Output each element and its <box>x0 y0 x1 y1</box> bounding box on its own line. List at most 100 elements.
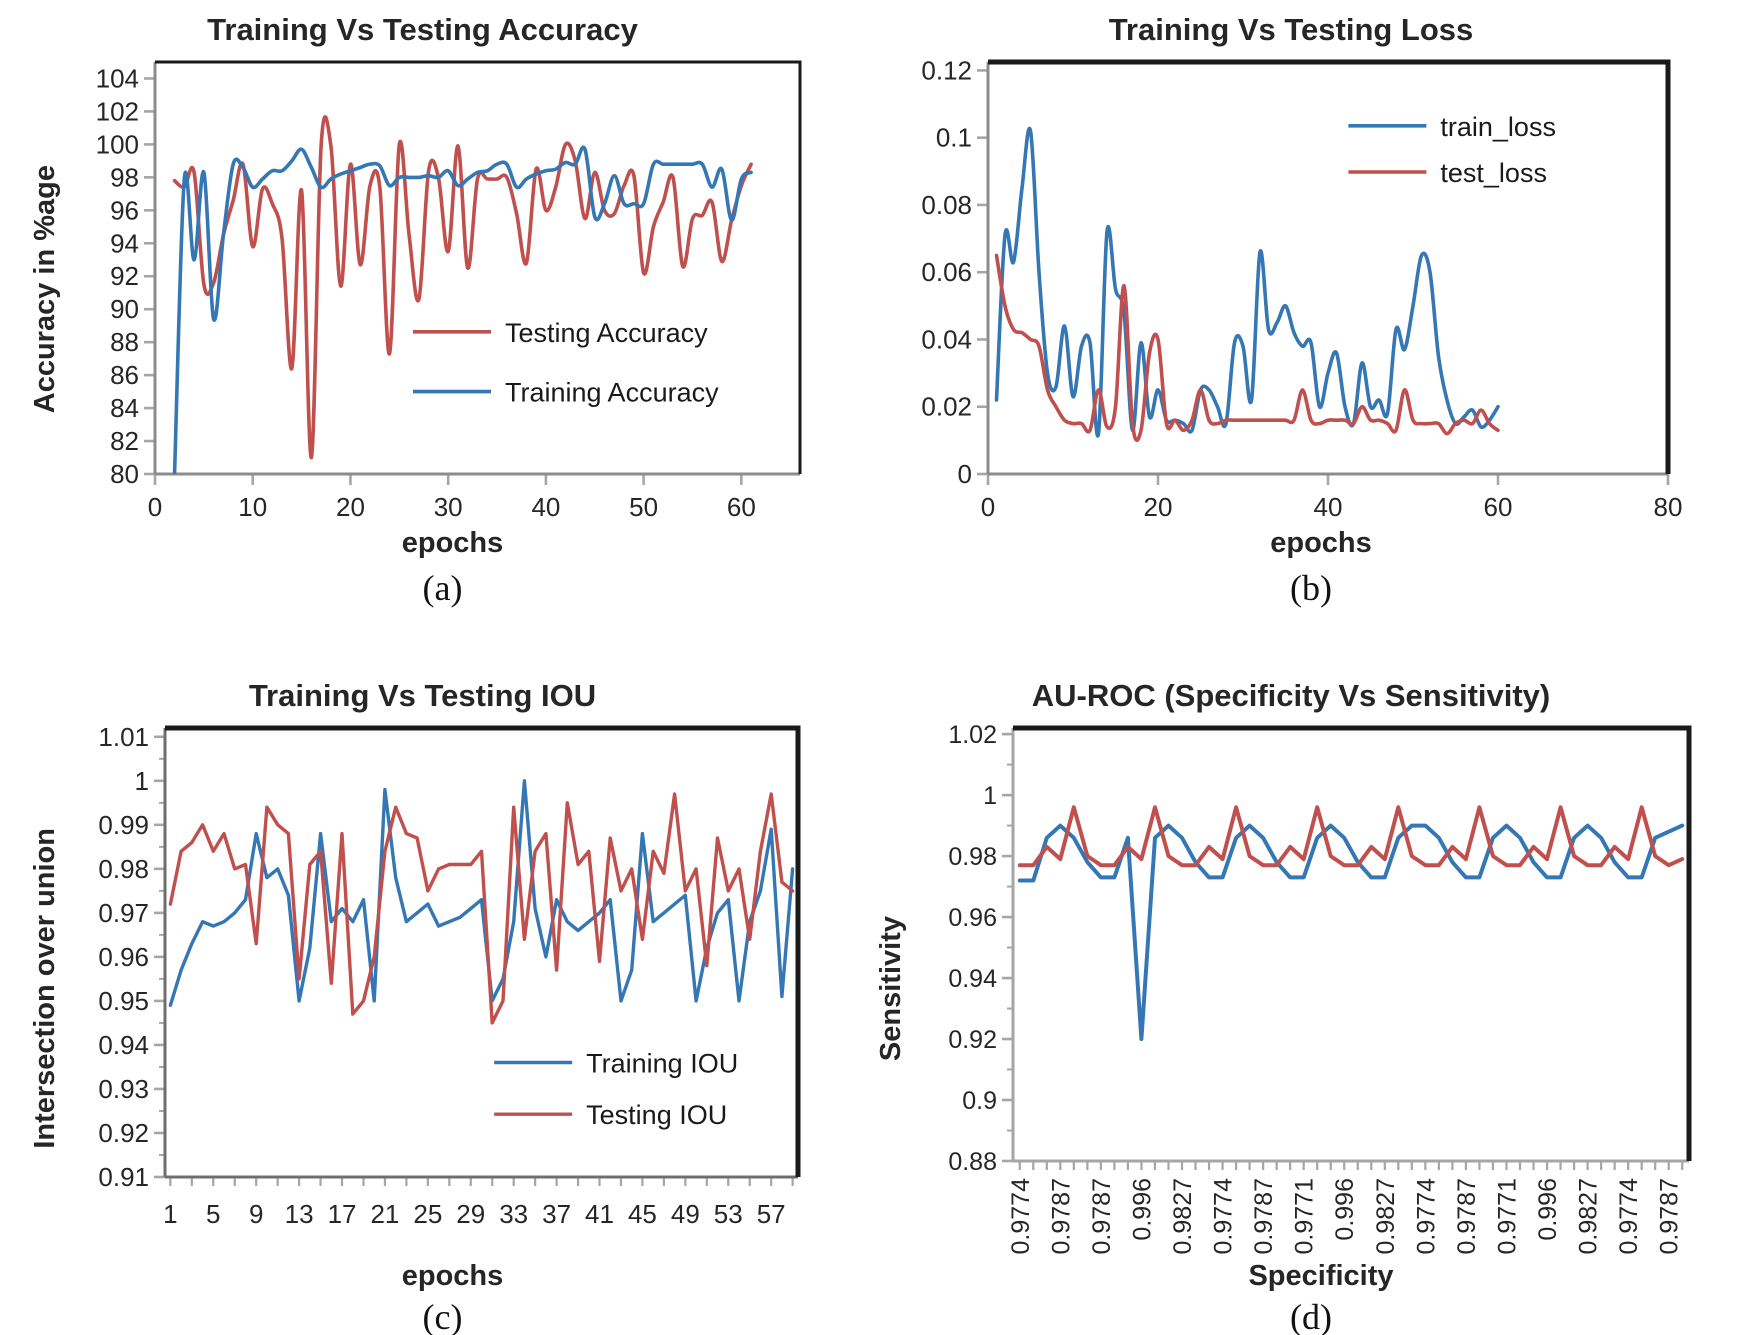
y-tick-label: 84 <box>110 393 139 423</box>
y-tick-label: 0.97 <box>98 898 149 928</box>
y-tick-label: 90 <box>110 294 139 324</box>
y-tick-label: 0.99 <box>98 810 149 840</box>
Training Accuracy-line <box>172 145 753 474</box>
x-tick-label: 41 <box>585 1199 614 1229</box>
legend-label: test_loss <box>1440 158 1547 188</box>
y-tick-label: 0.04 <box>921 324 972 354</box>
x-tick-label: 0.9774 <box>1412 1178 1440 1255</box>
y-tick-label: 1 <box>983 782 997 810</box>
panel-d-y-axis-label: Sensitivity <box>875 915 907 1062</box>
panel-a-chart-row: Accuracy in %age 80 82 84 86 88 90 92 94 96 98 100… <box>29 50 816 528</box>
panel-c: Training Vs Testing IOU Intersection ove… <box>0 662 845 1335</box>
panel-b-chart-canvas: 0 0.02 0.04 0.06 0.08 0.1 0.12 0 20 40 60 80 train_l… <box>921 55 1683 522</box>
x-tick-label: 0.9787 <box>1047 1178 1075 1254</box>
x-tick-label: 60 <box>1484 492 1513 522</box>
panel-d-chart-canvas: 0.88 0.9 0.92 0.94 0.96 0.98 1 1.02 0.9774 0.9787… <box>948 721 1692 1255</box>
y-tick-label: 80 <box>110 459 139 489</box>
y-tick-label: 92 <box>110 261 139 291</box>
x-tick-label: 13 <box>285 1199 314 1229</box>
x-tick-label: 40 <box>1314 492 1343 522</box>
x-tick-label: 20 <box>336 492 365 522</box>
x-tick-label: 0.9771 <box>1291 1178 1319 1254</box>
y-tick-label: 0.91 <box>98 1162 149 1192</box>
plot-border <box>165 725 801 1177</box>
legend-label: Training Accuracy <box>505 378 719 408</box>
y-tick-label: 0.96 <box>98 942 149 972</box>
x-tick-label: 37 <box>542 1199 571 1229</box>
panel-b-chart-row: 0 0.02 0.04 0.06 0.08 0.1 0.12 0 20 40 60 80 train_l… <box>896 50 1686 528</box>
y-tick-label: 1.01 <box>98 722 149 752</box>
panel-b: Training Vs Testing Loss 0 0.02 0.04 0.06 0.… <box>845 0 1737 662</box>
x-tick-label: 17 <box>328 1199 357 1229</box>
x-tick-label: 0.9787 <box>1453 1178 1481 1254</box>
y-tick-label: 0.88 <box>948 1148 997 1176</box>
x-tick-label: 0 <box>981 492 995 522</box>
legend-label: Training IOU <box>586 1049 738 1079</box>
y-tick-label: 0.92 <box>98 1118 149 1148</box>
panel-c-caption: (c) <box>422 1297 463 1335</box>
y-tick-label: 0.9 <box>962 1087 997 1115</box>
plot-border <box>988 59 1671 474</box>
y-tick-label: 0.94 <box>948 965 997 993</box>
y-tick-label: 98 <box>110 162 139 192</box>
panel-c-chart-canvas: 0.91 0.92 0.93 0.94 0.95 0.96 0.97 0.98 0.99 1 1.0… <box>98 722 801 1229</box>
y-tick-label: 0.12 <box>921 55 972 85</box>
y-tick-label: 94 <box>110 228 139 258</box>
panel-a-y-axis-label: Accuracy in %age <box>29 164 61 414</box>
y-tick-label: 96 <box>110 195 139 225</box>
x-tick-label: 45 <box>628 1199 657 1229</box>
y-tick-label: 0.08 <box>921 190 972 220</box>
x-tick-label: 30 <box>434 492 463 522</box>
x-tick-label: 0.9774 <box>1007 1178 1035 1255</box>
panel-d-title: AU-ROC (Specificity Vs Sensitivity) <box>1031 678 1551 713</box>
x-tick-label: 33 <box>499 1199 528 1229</box>
y-tick-label: 1 <box>135 766 149 796</box>
series-group <box>168 779 795 1025</box>
legend-label: train_loss <box>1440 112 1556 142</box>
x-tick-label: 49 <box>671 1199 700 1229</box>
x-tick-label: 50 <box>629 492 658 522</box>
y-tick-label: 86 <box>110 360 139 390</box>
x-tick-label: 0.9771 <box>1493 1178 1521 1254</box>
panel-a-x-axis-label: epochs <box>401 527 504 559</box>
y-tick-label: 0.02 <box>921 392 972 422</box>
x-tick-label: 21 <box>370 1199 399 1229</box>
x-tick-label: 1 <box>163 1199 177 1229</box>
x-tick-label: 57 <box>757 1199 786 1229</box>
plot-border <box>155 60 802 474</box>
panel-a: Training Vs Testing Accuracy Accuracy in… <box>0 0 845 662</box>
y-tick-label: 0.92 <box>948 1026 997 1054</box>
series-group <box>1017 805 1685 1041</box>
x-tick-label: 40 <box>531 492 560 522</box>
panel-d-caption: (d) <box>1290 1297 1332 1335</box>
x-tick-label: 0.996 <box>1128 1178 1156 1241</box>
panel-c-y-axis-label: Intersection over union <box>29 828 61 1149</box>
y-tick-label: 88 <box>110 327 139 357</box>
y-tick-label: 104 <box>96 63 139 93</box>
series-group <box>172 115 753 474</box>
x-tick-label: 80 <box>1654 492 1683 522</box>
x-tick-label: 0.996 <box>1534 1178 1562 1241</box>
panel-b-x-axis-label: epochs <box>1270 527 1372 559</box>
panel-d-x-axis-label: Specificity <box>1248 1260 1394 1292</box>
legend-label: Testing Accuracy <box>505 318 708 348</box>
panel-c-chart-row: Intersection over union 0.91 0.92 0.93 0.94… <box>29 716 816 1261</box>
x-tick-label: 0.996 <box>1331 1178 1359 1241</box>
series-line <box>1017 805 1685 868</box>
x-tick-label: 0.9774 <box>1615 1178 1643 1255</box>
y-tick-label: 100 <box>96 129 139 159</box>
y-tick-label: 0.1 <box>936 123 972 153</box>
x-tick-label: 0.9787 <box>1250 1178 1278 1254</box>
panel-d: AU-ROC (Specificity Vs Sensitivity) Sens… <box>845 662 1737 1335</box>
train_loss-line <box>994 126 1500 438</box>
x-tick-label: 25 <box>413 1199 442 1229</box>
x-tick-label: 20 <box>1144 492 1173 522</box>
x-tick-label: 0.9827 <box>1575 1178 1603 1254</box>
y-tick-label: 0.98 <box>98 854 149 884</box>
x-tick-label: 0.9787 <box>1656 1178 1684 1254</box>
x-tick-label: 9 <box>249 1199 263 1229</box>
Training IOU-line <box>168 779 795 1007</box>
y-tick-label: 0.95 <box>98 986 149 1016</box>
x-tick-label: 53 <box>714 1199 743 1229</box>
